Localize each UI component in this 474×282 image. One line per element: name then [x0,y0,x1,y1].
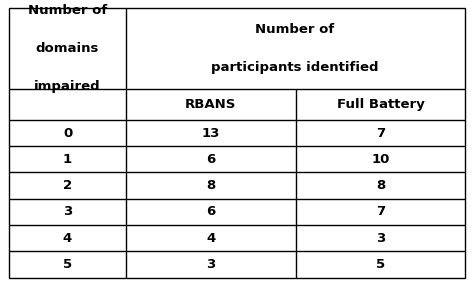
Text: 7: 7 [376,127,385,140]
Text: 13: 13 [202,127,220,140]
Text: Number of

participants identified: Number of participants identified [211,23,379,74]
Text: 1: 1 [63,153,72,166]
Text: Number of

domains

impaired: Number of domains impaired [28,4,107,93]
Text: 3: 3 [206,258,216,271]
Text: 4: 4 [63,232,72,245]
Text: 7: 7 [376,206,385,219]
Text: 8: 8 [376,179,385,192]
Text: 8: 8 [206,179,216,192]
Text: 5: 5 [376,258,385,271]
Text: 4: 4 [206,232,216,245]
Text: 6: 6 [206,206,216,219]
Text: 5: 5 [63,258,72,271]
Text: 2: 2 [63,179,72,192]
Text: RBANS: RBANS [185,98,237,111]
Text: 3: 3 [63,206,72,219]
Text: 6: 6 [206,153,216,166]
Text: Full Battery: Full Battery [337,98,424,111]
Text: 0: 0 [63,127,72,140]
Text: 3: 3 [376,232,385,245]
Text: 10: 10 [371,153,390,166]
